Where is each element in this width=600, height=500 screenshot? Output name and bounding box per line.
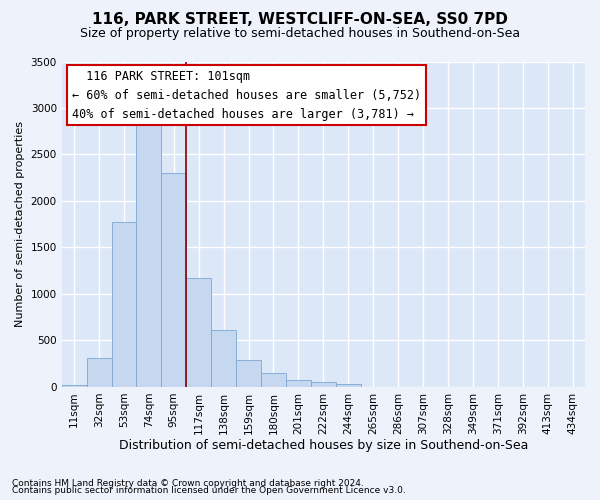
Bar [236,360,261,387]
Bar [62,385,86,387]
Bar [336,384,361,387]
Bar [286,380,311,387]
Text: 116 PARK STREET: 101sqm  
← 60% of semi-detached houses are smaller (5,752)
40% : 116 PARK STREET: 101sqm ← 60% of semi-de… [72,70,421,120]
Bar [186,278,211,387]
Text: 116, PARK STREET, WESTCLIFF-ON-SEA, SS0 7PD: 116, PARK STREET, WESTCLIFF-ON-SEA, SS0 … [92,12,508,28]
Bar [211,330,236,387]
Bar [261,373,286,387]
Bar [136,115,161,387]
Bar [112,222,136,387]
Bar [86,358,112,387]
X-axis label: Distribution of semi-detached houses by size in Southend-on-Sea: Distribution of semi-detached houses by … [119,440,528,452]
Text: Contains public sector information licensed under the Open Government Licence v3: Contains public sector information licen… [12,486,406,495]
Y-axis label: Number of semi-detached properties: Number of semi-detached properties [15,121,25,327]
Text: Size of property relative to semi-detached houses in Southend-on-Sea: Size of property relative to semi-detach… [80,28,520,40]
Bar [311,382,336,387]
Text: Contains HM Land Registry data © Crown copyright and database right 2024.: Contains HM Land Registry data © Crown c… [12,478,364,488]
Bar [161,173,186,387]
